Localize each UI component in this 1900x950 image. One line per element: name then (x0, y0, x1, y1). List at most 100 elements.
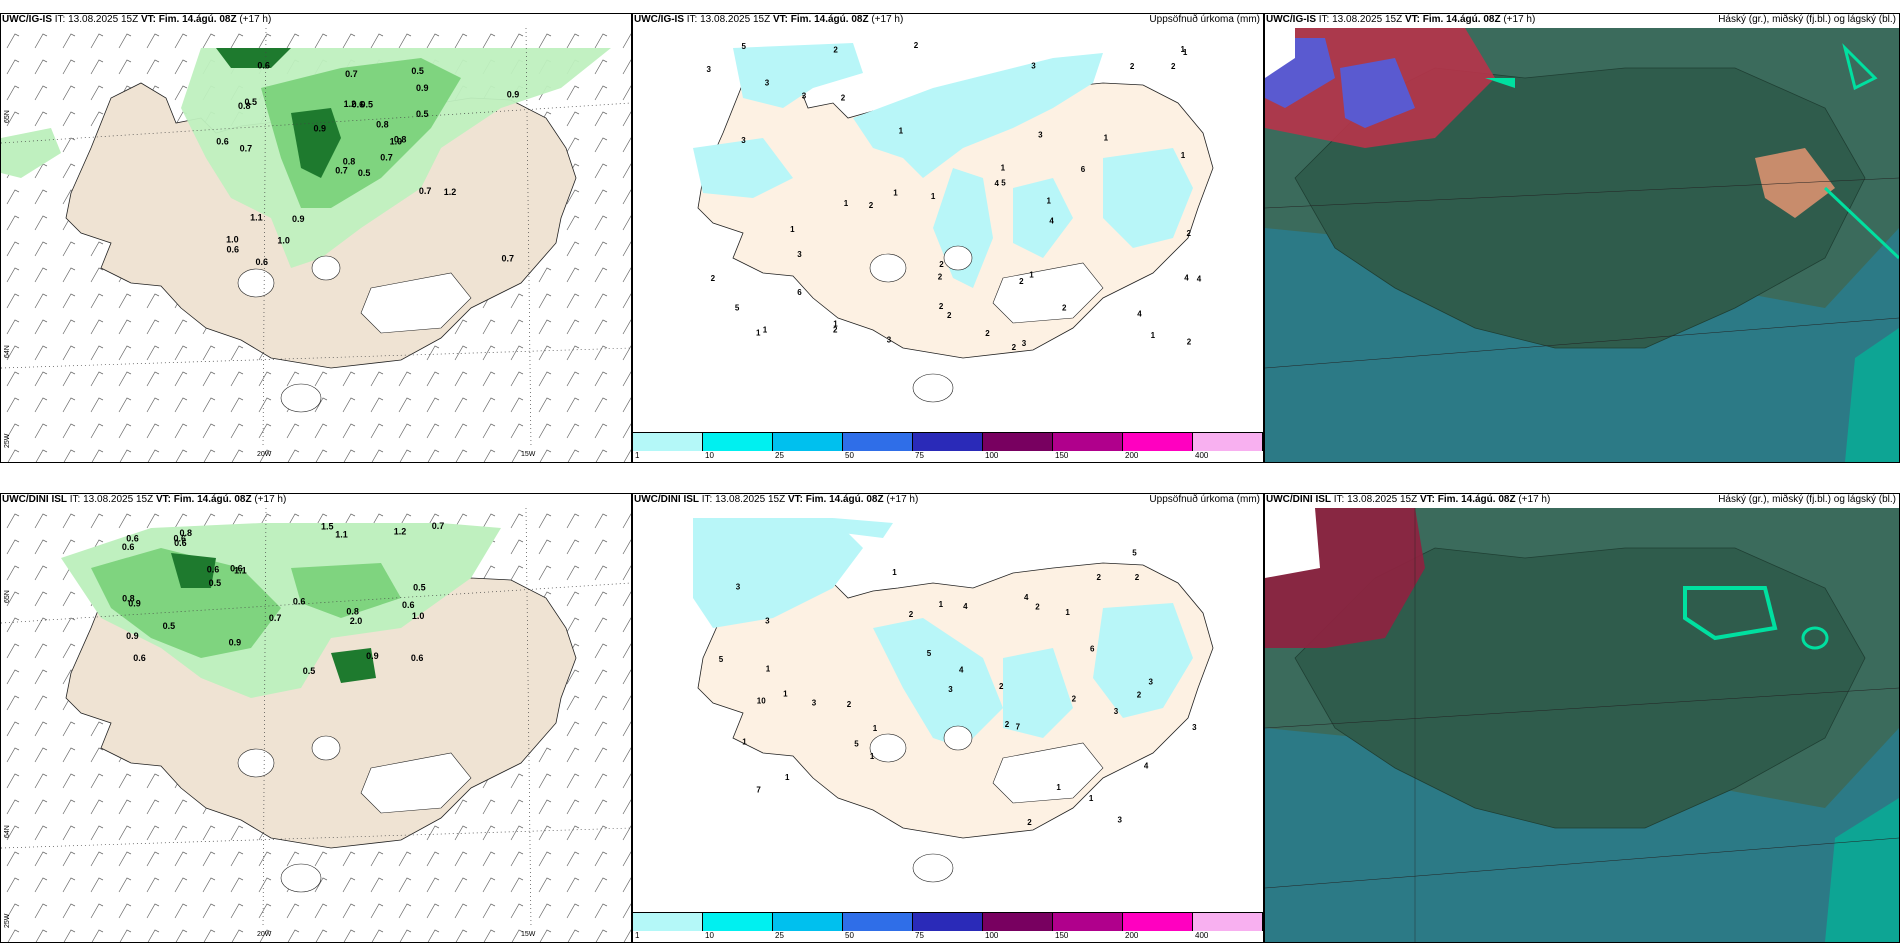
precip-value-label: 0.8 (180, 528, 193, 538)
precip-value-label: 2 (985, 329, 990, 338)
precip-value-label: 5 (1132, 548, 1137, 557)
legend-swatch (1193, 913, 1263, 931)
precip-value-label: 2 (1135, 573, 1140, 582)
precip-value-label: 3 (812, 699, 817, 708)
lon-label-20w: 20W (257, 931, 272, 938)
panel-title: UWC/DINI ISL IT: 13.08.2025 15Z VT: Fim.… (2, 494, 287, 505)
precip-value-label: 2 (1035, 602, 1040, 611)
precip-value-label: 0.5 (411, 66, 424, 76)
precip-value-label: 5 (927, 649, 932, 658)
precip-value-label: 4 (1197, 274, 1202, 283)
precip-value-label: 1.1 (234, 565, 247, 575)
precip-value-label: 0.7 (380, 152, 393, 162)
legend-tick-label: 1 (635, 451, 640, 460)
legend-swatch (773, 913, 843, 931)
precip-value-label: 0.5 (245, 97, 258, 107)
precip-value-label: 2 (939, 302, 944, 311)
precip-value-label: 1 (1029, 271, 1034, 280)
legend-tick-label: 25 (775, 931, 784, 940)
precip-value-label: 0.9 (128, 598, 141, 608)
precip-value-label: 1 (931, 192, 936, 201)
precip-value-label: 7 (1016, 722, 1021, 731)
precip-value-label: 0.8 (394, 134, 407, 144)
lon-label-15w: 15W (521, 451, 536, 458)
precip-area (733, 43, 863, 108)
precip-value-label: 5 (719, 655, 724, 664)
precip-value-label: 1 (893, 189, 898, 198)
precip-values: 0.80.60.60.81.10.90.91.10.60.50.60.80.60… (122, 521, 444, 676)
precip-value-label: 4 (995, 179, 1000, 188)
precip-value-label: 1 (1181, 151, 1186, 160)
precip-value-label: 1.2 (444, 187, 457, 197)
precip-value-label: 6 (1081, 165, 1086, 174)
precip-value-label: 1.1 (250, 212, 263, 222)
precip-value-label: 1.0 (226, 235, 239, 245)
precip-value-label: 1 (1183, 48, 1188, 57)
precip-value-label: 2 (1097, 573, 1102, 582)
precip-value-label: 2 (1027, 818, 1032, 827)
precip-legend (633, 912, 1263, 931)
precip-legend-ticks: 1 10 25 50 75 100 150 200 400 (633, 451, 1263, 461)
legend-swatch (1053, 913, 1123, 931)
lat-label-64n: 64N (4, 345, 11, 358)
precip-value-label: 4 (1137, 310, 1142, 319)
precip-value-label: 6 (1090, 645, 1095, 654)
lon-label-20w: 20W (257, 451, 272, 458)
precip-value-label: 1.5 (321, 522, 334, 532)
precip-value-label: 1 (756, 329, 761, 338)
precip-value-label: 0.8 (343, 156, 356, 166)
legend-swatch (843, 433, 913, 451)
legend-tick-label: 200 (1125, 451, 1139, 460)
precip-value-label: 2 (1072, 695, 1077, 704)
precip-value-label: 0.6 (352, 100, 365, 110)
lat-label-65n: 65N (4, 590, 11, 603)
legend-tick-label: 50 (845, 451, 854, 460)
lon-label-25w: 25W (4, 433, 11, 448)
legend-tick-label: 150 (1055, 451, 1069, 460)
panel-bottom-right-cloud-map: UWC/DINI ISL IT: 13.08.2025 15Z VT: Fim.… (1264, 493, 1900, 943)
precip-value-label: 2 (1187, 229, 1192, 238)
wind-map: 20W 15W 65N 64N 25W 0.80.60.60.81.10.90.… (1, 508, 631, 942)
precip-value-label: 2.0 (350, 616, 363, 626)
precip-value-label: 3 (1114, 707, 1119, 716)
precip-value-label: 2 (1130, 62, 1135, 71)
legend-swatch (1123, 433, 1193, 451)
legend-tick-label: 400 (1195, 931, 1209, 940)
precip-value-label: 0.6 (293, 597, 306, 607)
precip-value-label: 1 (1056, 783, 1061, 792)
cloud-map (1265, 28, 1899, 462)
precip-value-label: 0.6 (133, 653, 146, 663)
panel-right-label: Háský (gr.), miðský (fj.bl.) og lágský (… (1718, 14, 1896, 25)
precip-value-label: 3 (1192, 723, 1197, 732)
legend-swatch (983, 433, 1053, 451)
legend-swatch (633, 913, 703, 931)
precip-value-label: 1 (833, 320, 838, 329)
lon-label-25w: 25W (4, 913, 11, 928)
precip-value-label: 1.0 (412, 611, 425, 621)
legend-tick-label: 10 (705, 451, 714, 460)
precip-value-label: 3 (802, 92, 807, 101)
precip-value-label: 0.9 (416, 83, 429, 93)
precip-value-label: 0.7 (335, 166, 348, 176)
precip-value-label: 7 (756, 786, 761, 795)
lat-label-64n: 64N (4, 825, 11, 838)
precip-value-label: 0.5 (416, 109, 429, 119)
precip-value-label: 1 (785, 773, 790, 782)
precip-value-label: 2 (841, 94, 846, 103)
precip-value-label: 0.6 (402, 600, 415, 610)
legend-tick-label: 75 (915, 931, 924, 940)
precip-value-label: 0.7 (269, 613, 282, 623)
panel-bottom-left-wind-map: UWC/DINI ISL IT: 13.08.2025 15Z VT: Fim.… (0, 493, 632, 943)
precip-value-label: 3 (1022, 339, 1027, 348)
precip-value-label: 3 (736, 583, 741, 592)
legend-swatch (773, 433, 843, 451)
precip-value-label: 4 (1024, 593, 1029, 602)
precip-value-label: 4 (1049, 217, 1054, 226)
precip-value-label: 1 (1151, 331, 1156, 340)
legend-tick-label: 75 (915, 451, 924, 460)
precip-value-label: 4 (959, 666, 964, 675)
precip-value-label: 3 (887, 336, 892, 345)
precip-value-label: 3 (1118, 816, 1123, 825)
precip-values: 3212231121221234322321111123541322614534… (707, 41, 1202, 352)
